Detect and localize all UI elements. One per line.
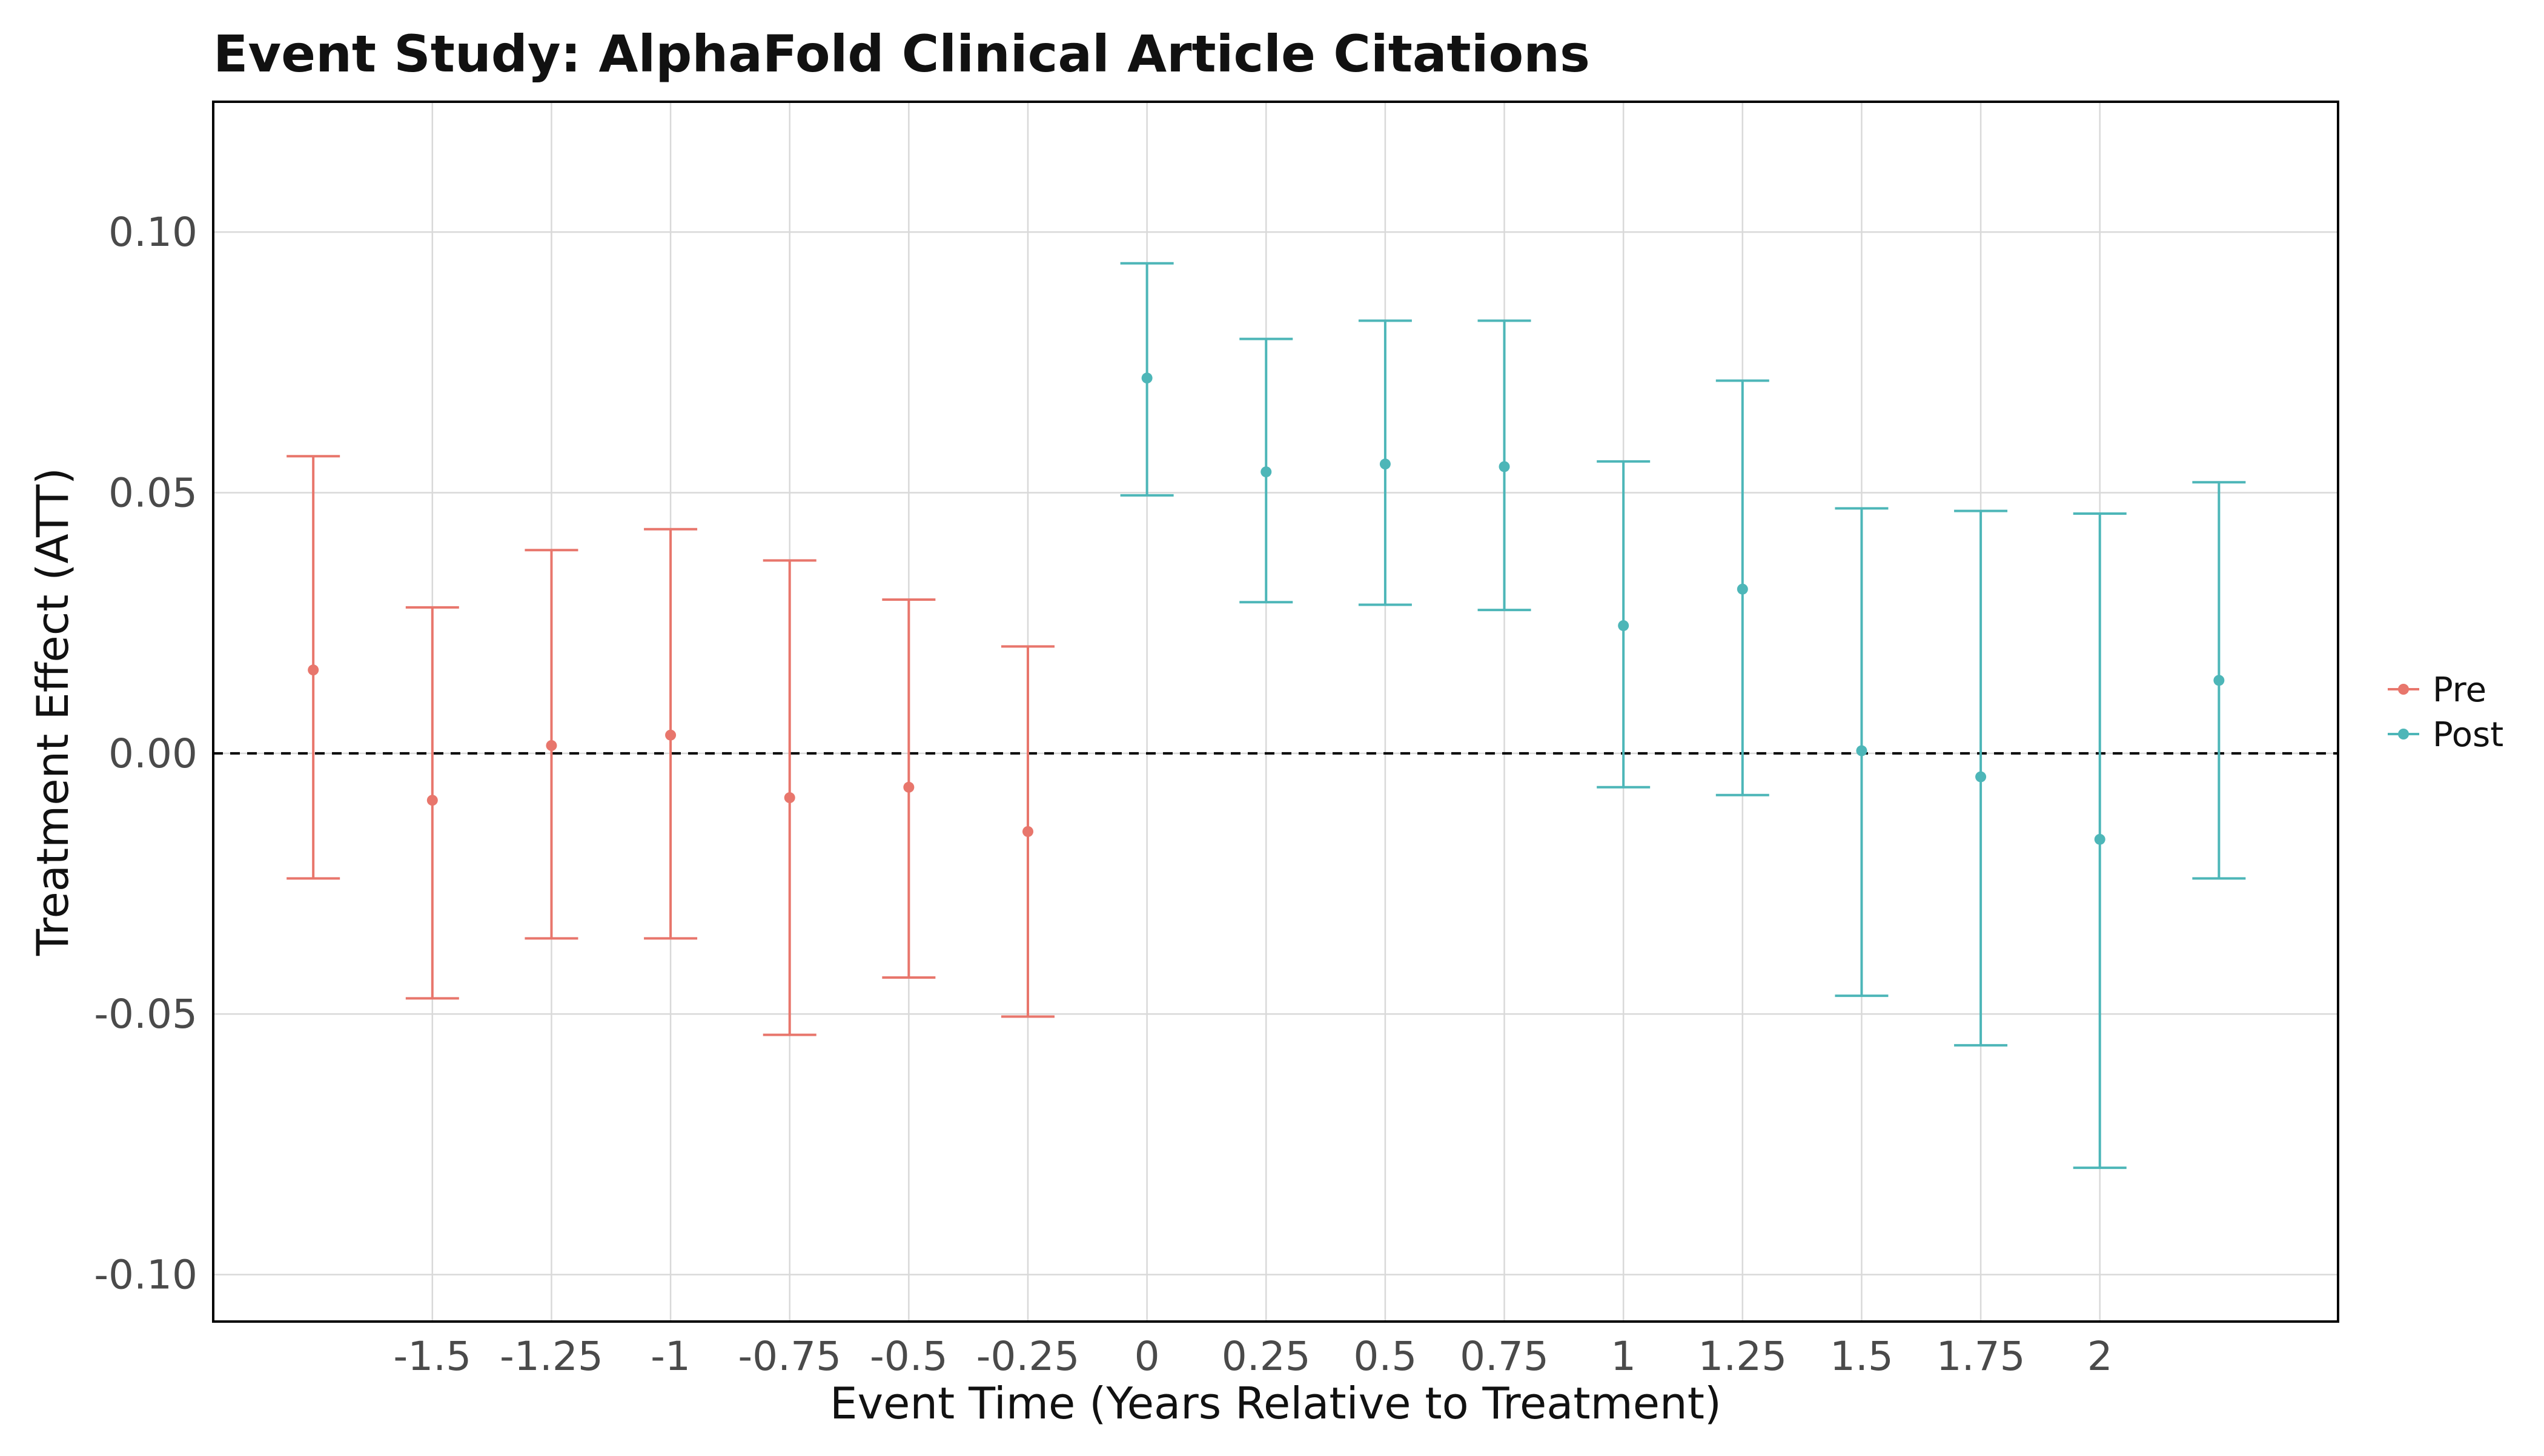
y-tick-label: 0.10 — [108, 209, 197, 256]
data-series — [287, 262, 2246, 1170]
series-post — [1120, 262, 2246, 1170]
y-axis-ticks: -0.10 -0.05 0.00 0.05 0.10 — [94, 209, 197, 1298]
grid-lines — [213, 102, 2338, 1322]
x-axis-title: Event Time (Years Relative to Treatment) — [830, 1378, 1721, 1429]
data-point — [2213, 675, 2225, 686]
series-pre — [287, 455, 1055, 1036]
legend-label: Post — [2433, 715, 2503, 755]
legend-item-post: Post — [2388, 715, 2503, 755]
plot-frame — [212, 101, 2339, 1323]
legend-label: Pre — [2433, 670, 2486, 710]
x-tick-label: -0.5 — [870, 1333, 948, 1380]
data-point — [1737, 583, 1748, 595]
x-tick-label: -0.25 — [976, 1333, 1080, 1380]
x-tick-label: 0.75 — [1460, 1333, 1549, 1380]
data-point — [1618, 620, 1629, 631]
x-tick-label: 1.75 — [1936, 1333, 2026, 1380]
x-tick-label: 1.5 — [1830, 1333, 1893, 1380]
y-tick-label: 0.00 — [108, 730, 197, 777]
y-tick-label: -0.10 — [94, 1252, 197, 1299]
data-point — [903, 781, 915, 793]
data-point — [2094, 833, 2105, 845]
data-point — [1499, 461, 1510, 472]
y-axis-title: Treatment Effect (ATT) — [27, 468, 78, 956]
y-tick-label: 0.05 — [108, 470, 197, 517]
data-point — [426, 795, 438, 806]
chart-title: Event Study: AlphaFold Clinical Article … — [213, 24, 1590, 84]
x-tick-label: 2 — [2087, 1333, 2113, 1380]
data-point — [1260, 466, 1272, 478]
x-tick-label: -1.5 — [393, 1333, 471, 1380]
y-tick-label: -0.05 — [94, 991, 197, 1037]
x-tick-label: 0.5 — [1353, 1333, 1417, 1380]
x-tick-label: -1.25 — [500, 1333, 603, 1380]
data-point — [784, 792, 795, 804]
x-tick-label: 1 — [1611, 1333, 1636, 1380]
data-point — [1856, 745, 1867, 756]
x-tick-label: 0 — [1135, 1333, 1160, 1380]
data-point — [1975, 771, 1987, 783]
data-point — [308, 664, 319, 676]
x-tick-label: -0.75 — [738, 1333, 841, 1380]
x-tick-label: 1.25 — [1698, 1333, 1787, 1380]
data-point — [1022, 826, 1033, 837]
data-point — [1379, 458, 1391, 470]
legend-item-pre: Pre — [2388, 670, 2486, 710]
x-tick-label: -1 — [651, 1333, 691, 1380]
data-point — [546, 740, 557, 751]
legend: Pre Post — [2388, 670, 2503, 755]
legend-key-point — [2398, 684, 2409, 695]
x-axis-ticks: -1.5 -1.25 -1 -0.75 -0.5 -0.25 0 0.25 0.5 0.75 1 1.… — [393, 1333, 2112, 1380]
x-tick-label: 0.25 — [1222, 1333, 1311, 1380]
data-point — [1141, 372, 1153, 384]
legend-key-point — [2398, 729, 2409, 740]
data-point — [665, 729, 677, 741]
